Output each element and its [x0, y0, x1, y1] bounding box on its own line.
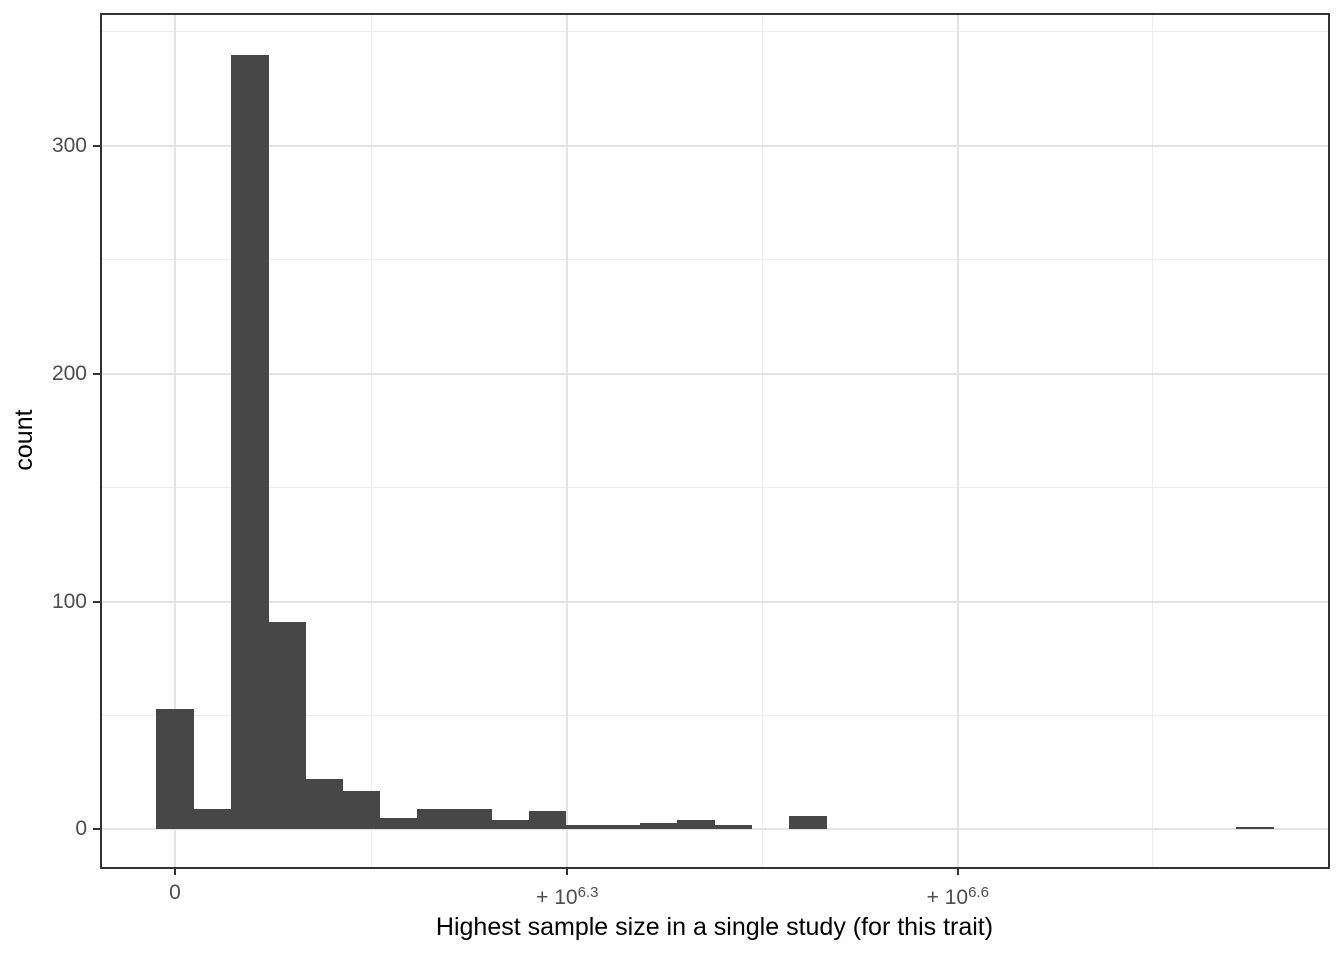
y-tick-label: 300: [51, 133, 87, 157]
histogram-bar: [193, 808, 232, 830]
y-axis-tick: [93, 828, 101, 831]
y-axis-tick: [93, 600, 101, 603]
gridline-major-x: [173, 14, 176, 867]
histogram-bar: [528, 811, 567, 830]
y-tick-label: 0: [75, 817, 87, 841]
panel-border: [99, 12, 1330, 869]
gridline-minor-y: [101, 487, 1328, 489]
y-axis-tick: [93, 372, 101, 375]
x-tick-label: + 106.3: [477, 880, 657, 911]
x-tick-label: + 106.6: [868, 880, 1048, 911]
x-tick-label-exponent: 6.6: [968, 884, 989, 901]
x-axis-title: Highest sample size in a single study (f…: [435, 913, 994, 941]
histogram-bar: [603, 824, 641, 830]
gridline-minor-x: [1152, 14, 1154, 867]
histogram-bar: [454, 808, 492, 830]
gridline-major-x: [956, 14, 959, 867]
histogram-bar: [677, 820, 716, 830]
gridline-minor-y: [101, 714, 1328, 716]
histogram-bar: [268, 622, 306, 830]
histogram-bar: [230, 54, 269, 830]
gridline-minor-x: [762, 14, 764, 867]
y-tick-label: 200: [51, 361, 87, 385]
x-tick-label-exponent: 6.3: [577, 884, 599, 901]
histogram-bar: [714, 824, 753, 830]
gridline-major-y: [101, 144, 1328, 147]
x-axis-tick: [173, 867, 176, 875]
x-tick-label: 0: [85, 880, 265, 906]
x-axis-tick: [956, 867, 959, 875]
y-tick-label: 100: [51, 589, 87, 613]
histogram-bar: [342, 790, 381, 830]
gridline-major-x: [566, 14, 569, 867]
histogram-bar: [789, 815, 827, 830]
gridline-major-y: [101, 600, 1328, 603]
x-tick-label-base: 0: [169, 881, 181, 904]
x-tick-label-base: + 10: [536, 886, 578, 909]
histogram-bar: [491, 820, 530, 830]
x-tick-label-base: + 10: [926, 886, 969, 909]
gridline-minor-y: [101, 31, 1328, 33]
histogram-bar: [156, 708, 195, 830]
histogram-bar: [1235, 827, 1274, 830]
y-axis-tick: [93, 144, 101, 147]
histogram-bar: [379, 818, 418, 830]
gridline-major-y: [101, 372, 1328, 375]
histogram-bar: [416, 808, 455, 830]
gridline-minor-y: [101, 259, 1328, 261]
histogram-bar: [305, 779, 343, 830]
histogram-bar: [565, 824, 604, 830]
gridline-minor-x: [370, 14, 372, 867]
y-axis-title: count: [10, 409, 38, 471]
x-axis-tick: [566, 867, 569, 875]
histogram-bar: [640, 822, 678, 830]
gridline-major-y: [101, 828, 1328, 831]
